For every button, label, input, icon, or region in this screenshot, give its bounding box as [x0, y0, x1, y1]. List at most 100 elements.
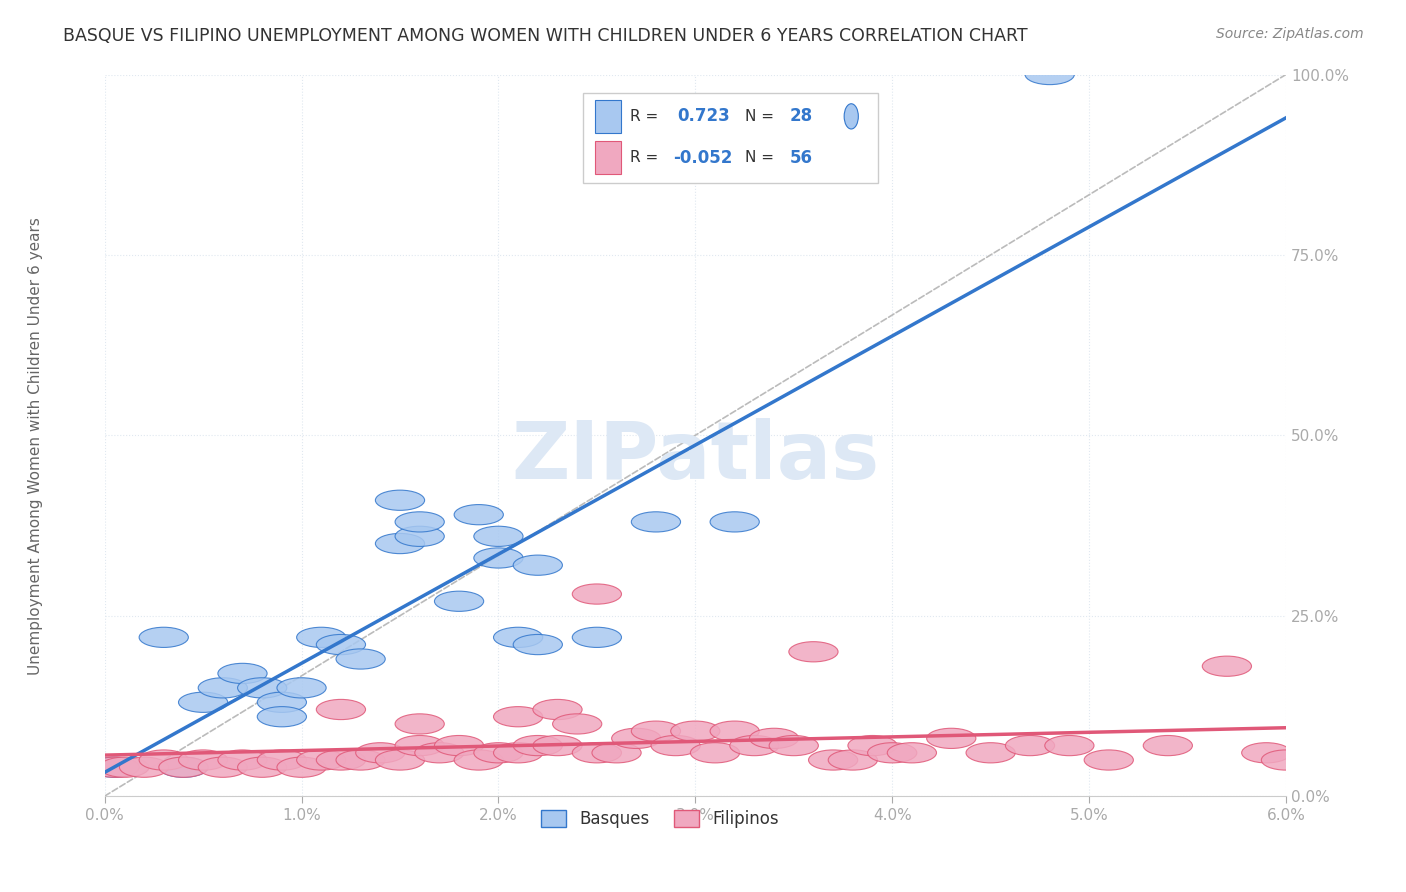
Ellipse shape [828, 750, 877, 770]
Ellipse shape [238, 757, 287, 777]
Ellipse shape [336, 648, 385, 669]
Ellipse shape [966, 743, 1015, 763]
Text: Unemployment Among Women with Children Under 6 years: Unemployment Among Women with Children U… [28, 217, 42, 675]
Text: Source: ZipAtlas.com: Source: ZipAtlas.com [1216, 27, 1364, 41]
Ellipse shape [395, 512, 444, 532]
Ellipse shape [690, 743, 740, 763]
Ellipse shape [159, 757, 208, 777]
Ellipse shape [769, 736, 818, 756]
Ellipse shape [316, 750, 366, 770]
Ellipse shape [395, 714, 444, 734]
Ellipse shape [395, 526, 444, 547]
Ellipse shape [730, 736, 779, 756]
Ellipse shape [651, 736, 700, 756]
Ellipse shape [454, 750, 503, 770]
Ellipse shape [179, 692, 228, 713]
Ellipse shape [631, 721, 681, 741]
Ellipse shape [218, 664, 267, 683]
Ellipse shape [553, 714, 602, 734]
Ellipse shape [434, 736, 484, 756]
Ellipse shape [100, 757, 149, 777]
Ellipse shape [218, 750, 267, 770]
Text: R =: R = [630, 109, 658, 124]
FancyBboxPatch shape [583, 93, 879, 183]
Ellipse shape [375, 533, 425, 554]
Ellipse shape [631, 512, 681, 532]
Ellipse shape [1045, 736, 1094, 756]
Text: 28: 28 [790, 107, 813, 126]
Ellipse shape [844, 103, 858, 129]
Ellipse shape [1143, 736, 1192, 756]
Ellipse shape [1084, 750, 1133, 770]
Ellipse shape [789, 641, 838, 662]
Ellipse shape [297, 750, 346, 770]
Ellipse shape [375, 490, 425, 510]
Ellipse shape [90, 757, 139, 777]
Ellipse shape [887, 743, 936, 763]
Ellipse shape [375, 750, 425, 770]
Text: BASQUE VS FILIPINO UNEMPLOYMENT AMONG WOMEN WITH CHILDREN UNDER 6 YEARS CORRELAT: BASQUE VS FILIPINO UNEMPLOYMENT AMONG WO… [63, 27, 1028, 45]
Ellipse shape [671, 721, 720, 741]
Ellipse shape [533, 699, 582, 720]
Ellipse shape [848, 736, 897, 756]
Bar [595, 100, 621, 133]
Ellipse shape [336, 750, 385, 770]
Ellipse shape [1261, 750, 1310, 770]
Ellipse shape [572, 743, 621, 763]
Ellipse shape [238, 678, 287, 698]
Ellipse shape [572, 627, 621, 648]
Ellipse shape [139, 750, 188, 770]
Ellipse shape [927, 728, 976, 748]
Ellipse shape [257, 706, 307, 727]
Ellipse shape [474, 548, 523, 568]
Ellipse shape [533, 736, 582, 756]
Legend: Basques, Filipinos: Basques, Filipinos [534, 803, 786, 835]
Ellipse shape [513, 555, 562, 575]
Ellipse shape [159, 757, 208, 777]
Ellipse shape [356, 743, 405, 763]
Ellipse shape [297, 627, 346, 648]
Ellipse shape [179, 750, 228, 770]
Ellipse shape [474, 526, 523, 547]
Ellipse shape [257, 692, 307, 713]
Ellipse shape [277, 678, 326, 698]
Bar [595, 141, 621, 174]
Ellipse shape [494, 743, 543, 763]
Ellipse shape [494, 706, 543, 727]
Ellipse shape [395, 736, 444, 756]
Ellipse shape [513, 634, 562, 655]
Ellipse shape [316, 699, 366, 720]
Ellipse shape [454, 505, 503, 524]
Ellipse shape [257, 750, 307, 770]
Ellipse shape [710, 721, 759, 741]
Ellipse shape [1202, 657, 1251, 676]
Ellipse shape [139, 627, 188, 648]
Text: -0.052: -0.052 [673, 148, 733, 167]
Ellipse shape [90, 757, 139, 777]
Ellipse shape [494, 627, 543, 648]
Ellipse shape [277, 757, 326, 777]
Ellipse shape [474, 743, 523, 763]
Ellipse shape [592, 743, 641, 763]
Text: N =: N = [745, 109, 773, 124]
Text: N =: N = [745, 150, 773, 165]
Ellipse shape [415, 743, 464, 763]
Ellipse shape [1025, 64, 1074, 85]
Ellipse shape [198, 678, 247, 698]
Ellipse shape [513, 736, 562, 756]
Ellipse shape [868, 743, 917, 763]
Ellipse shape [749, 728, 799, 748]
Text: 0.723: 0.723 [678, 107, 730, 126]
Ellipse shape [808, 750, 858, 770]
Ellipse shape [198, 757, 247, 777]
Ellipse shape [1005, 736, 1054, 756]
Ellipse shape [710, 512, 759, 532]
Ellipse shape [572, 584, 621, 604]
Ellipse shape [434, 591, 484, 611]
Ellipse shape [316, 634, 366, 655]
Text: 56: 56 [790, 148, 813, 167]
Ellipse shape [120, 757, 169, 777]
Text: ZIPatlas: ZIPatlas [512, 418, 879, 496]
Text: R =: R = [630, 150, 658, 165]
Ellipse shape [1241, 743, 1291, 763]
